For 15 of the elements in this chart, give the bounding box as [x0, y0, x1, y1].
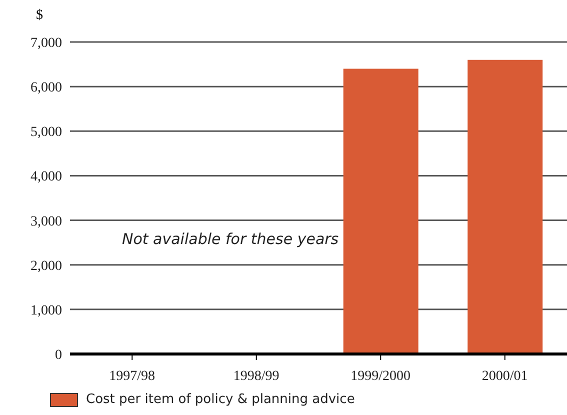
y-tick-label: 7,000 — [30, 36, 62, 51]
legend-label: Cost per item of policy & planning advice — [86, 392, 355, 407]
x-tick-label: 1998/99 — [233, 368, 280, 384]
x-tick-label: 1999/2000 — [350, 368, 411, 384]
y-tick-label: 5,000 — [30, 125, 62, 140]
y-tick-label: 1,000 — [30, 303, 62, 318]
annotation: Not available for these years — [122, 230, 339, 248]
y-tick-label: 4,000 — [30, 170, 62, 185]
x-tick-label: 1997/98 — [109, 368, 156, 384]
y-tick-label: 6,000 — [30, 80, 62, 96]
y-tick-label: 3,000 — [30, 214, 62, 230]
x-tick-label: 2000/01 — [482, 368, 528, 384]
y-tick-label: 2,000 — [30, 258, 62, 274]
y-tick-label: 0 — [55, 348, 62, 363]
y-axis-title: $ — [36, 8, 43, 24]
